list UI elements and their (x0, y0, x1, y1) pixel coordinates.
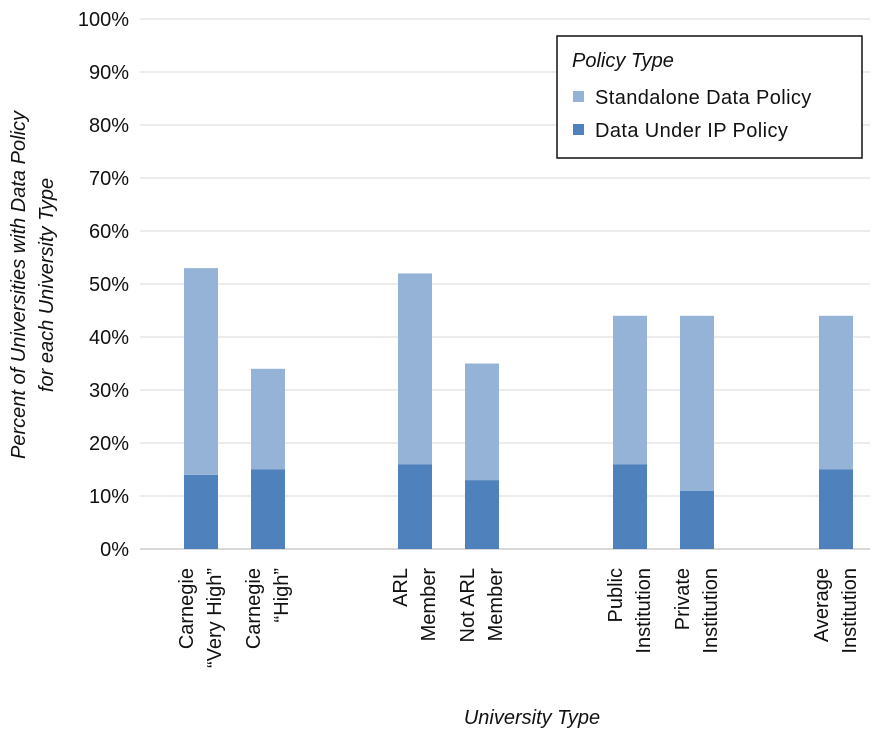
y-tick-labels: 0% 10% 20% 30% 40% 50% 60% 70% 80% 90% 100% (78, 9, 129, 561)
x-category-label: “Very High” (204, 568, 226, 668)
x-category-label: Average (811, 568, 833, 642)
legend-swatch-ip (573, 124, 584, 135)
y-tick-label: 50% (89, 274, 129, 296)
x-category-label: Institution (700, 568, 722, 654)
y-tick-label: 80% (89, 115, 129, 137)
y-tick-label: 100% (78, 9, 129, 31)
x-category-label: Public (605, 568, 627, 622)
x-category-label: Member (485, 568, 507, 642)
bar-standalone-data-policy (184, 268, 218, 475)
x-axis-title: University Type (464, 707, 600, 729)
bar-standalone-data-policy (819, 315, 853, 470)
bar-standalone-data-policy (613, 315, 647, 465)
y-tick-label: 90% (89, 62, 129, 84)
bar-data-under-ip-policy (251, 469, 285, 549)
bar-data-under-ip-policy (613, 464, 647, 549)
x-category-label: Private (672, 568, 694, 630)
y-tick-label: 60% (89, 221, 129, 243)
y-axis-title: Percent of Universities with Data Policy… (8, 110, 58, 459)
y-tick-label: 20% (89, 433, 129, 455)
bar-standalone-data-policy (251, 368, 285, 470)
legend: Policy Type Standalone Data Policy Data … (556, 35, 863, 159)
bar-data-under-ip-policy (398, 464, 432, 549)
bar-standalone-data-policy (398, 273, 432, 465)
bar-data-under-ip-policy (184, 474, 218, 549)
bar-standalone-data-policy (680, 315, 714, 491)
bar-data-under-ip-policy (680, 490, 714, 549)
x-category-label: Carnegie (176, 568, 198, 649)
x-category-labels: Carnegie “Very High” Carnegie “High” ARL Memb… (176, 568, 861, 668)
y-tick-label: 10% (89, 486, 129, 508)
x-category-label: Not ARL (457, 568, 479, 642)
y-tick-label: 30% (89, 380, 129, 402)
bars (184, 268, 853, 549)
bar-standalone-data-policy (465, 363, 499, 481)
legend-box (556, 35, 863, 159)
y-axis-title-line-2: for each University Type (36, 178, 58, 392)
y-tick-label: 0% (100, 539, 129, 561)
x-category-label: “High” (271, 568, 293, 622)
bar-data-under-ip-policy (819, 469, 853, 549)
x-category-label: Carnegie (243, 568, 265, 649)
legend-label-standalone: Standalone Data Policy (595, 87, 812, 109)
x-category-label: Institution (633, 568, 655, 654)
x-category-label: ARL (390, 568, 412, 607)
bar-data-under-ip-policy (465, 480, 499, 549)
legend-label-ip: Data Under IP Policy (595, 120, 788, 142)
y-tick-label: 70% (89, 168, 129, 190)
y-axis-title-line-1: Percent of Universities with Data Policy (8, 110, 30, 459)
legend-title: Policy Type (572, 50, 674, 72)
x-category-label: Institution (839, 568, 861, 654)
legend-swatch-standalone (573, 91, 584, 102)
x-category-label: Member (418, 568, 440, 642)
y-tick-label: 40% (89, 327, 129, 349)
